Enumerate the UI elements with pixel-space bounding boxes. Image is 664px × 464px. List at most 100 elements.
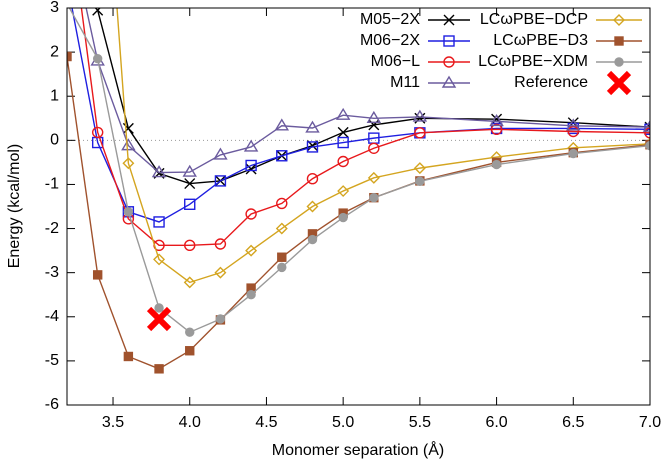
point — [368, 142, 380, 154]
point — [276, 197, 288, 210]
point — [245, 244, 258, 257]
point — [306, 173, 319, 185]
point — [214, 266, 227, 279]
point — [644, 127, 650, 139]
x-tick-label: 5.0 — [332, 414, 354, 431]
legend-label: M11 — [390, 74, 420, 91]
reference-point — [146, 306, 172, 332]
series-line — [80, 8, 650, 247]
plot-frame — [66, 7, 651, 406]
point — [277, 252, 287, 262]
point — [123, 207, 134, 217]
y-axis-label: Energy (kcal/mol) — [6, 144, 23, 268]
point — [154, 303, 164, 313]
point — [184, 178, 196, 190]
point — [642, 119, 650, 132]
point — [338, 212, 348, 223]
y-tick-label: -3 — [45, 264, 59, 281]
legend-marker — [614, 57, 624, 67]
point — [412, 109, 428, 122]
point — [184, 239, 196, 252]
point — [245, 163, 257, 175]
point — [305, 120, 320, 133]
x-tick-label: 4.0 — [179, 414, 201, 431]
point — [491, 159, 502, 170]
point — [214, 238, 227, 250]
y-tick-label: 3 — [50, 0, 59, 16]
point — [92, 270, 103, 280]
y-tick-label: -4 — [45, 308, 59, 325]
point — [566, 118, 581, 131]
point — [151, 165, 167, 178]
point — [215, 314, 226, 324]
point — [121, 138, 136, 151]
point — [274, 118, 290, 131]
point — [275, 222, 288, 235]
point — [490, 123, 503, 136]
y-tick-label: -5 — [45, 352, 59, 369]
point — [153, 216, 165, 228]
point — [185, 327, 195, 337]
point — [415, 176, 425, 187]
point — [91, 126, 104, 139]
legend-label: LCωPBE−DCP — [480, 11, 588, 28]
y-tick-label: -6 — [45, 396, 59, 413]
point — [414, 127, 426, 139]
point — [184, 198, 196, 210]
x-tick-label: 3.5 — [102, 414, 124, 431]
x-tick-label: 5.5 — [409, 414, 431, 431]
point — [306, 141, 319, 153]
point — [92, 8, 104, 16]
point — [246, 290, 256, 300]
point — [367, 171, 380, 184]
legend-label: M05−2X — [360, 11, 420, 28]
point — [277, 262, 287, 273]
point — [243, 139, 259, 152]
point — [213, 147, 228, 160]
series-line — [116, 8, 650, 284]
y-tick-label: -1 — [45, 176, 59, 193]
point — [307, 234, 318, 245]
y-tick-label: -2 — [45, 220, 59, 237]
x-tick-label: 4.5 — [255, 414, 277, 431]
series-line — [85, 8, 650, 174]
x-axis-label: Monomer separation (Å) — [272, 440, 445, 459]
y-tick-label: 2 — [50, 43, 59, 60]
point — [337, 126, 349, 138]
x-tick-label: 6.0 — [485, 414, 507, 431]
point — [413, 162, 426, 175]
point — [335, 107, 351, 120]
point — [306, 200, 319, 213]
point — [368, 119, 380, 131]
legend-marker — [443, 14, 455, 26]
point — [185, 346, 195, 356]
legend-label: M06−2X — [360, 32, 420, 49]
legend-label: M06−L — [371, 53, 420, 70]
point — [337, 185, 350, 198]
point — [67, 51, 72, 62]
point — [489, 114, 504, 127]
legend-marker — [441, 75, 457, 88]
point — [369, 192, 379, 203]
point — [276, 150, 288, 162]
legend-label: Reference — [514, 74, 588, 91]
point — [92, 54, 103, 64]
point — [183, 276, 196, 289]
y-tick-label: 1 — [50, 87, 59, 104]
point — [245, 159, 257, 172]
plot-area — [67, 8, 650, 374]
point — [491, 113, 503, 125]
legend-marker — [443, 56, 455, 68]
point — [154, 364, 164, 374]
legend-marker — [606, 70, 632, 96]
point — [123, 351, 134, 362]
point — [153, 253, 166, 266]
point — [214, 175, 227, 187]
legend-marker — [614, 36, 624, 46]
point — [122, 157, 135, 170]
x-tick-label: 7.0 — [639, 414, 661, 431]
y-tick-label: 0 — [50, 132, 59, 149]
point — [67, 8, 69, 9]
x-tick-label: 6.5 — [562, 414, 584, 431]
